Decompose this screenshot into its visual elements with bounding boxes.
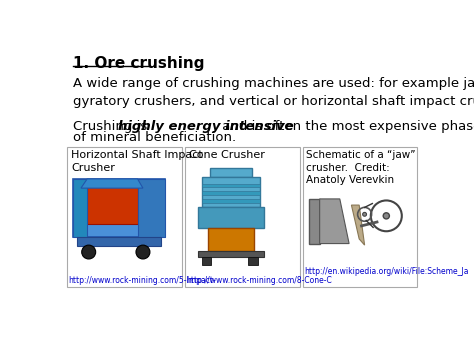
Circle shape [383, 213, 390, 219]
Bar [202, 191, 260, 195]
Circle shape [136, 245, 150, 259]
Circle shape [82, 245, 96, 259]
Bar [87, 185, 137, 224]
Circle shape [363, 212, 366, 216]
Bar [202, 199, 260, 203]
Text: http://www.rock-mining.com/8-Cone-C: http://www.rock-mining.com/8-Cone-C [186, 276, 332, 285]
Text: Cone Crusher: Cone Crusher [189, 151, 264, 160]
Polygon shape [81, 179, 143, 188]
Bar [77, 237, 161, 246]
Text: of mineral beneficiation.: of mineral beneficiation. [73, 131, 237, 144]
Bar [198, 207, 264, 228]
Text: Crushing is: Crushing is [73, 120, 152, 133]
Bar [137, 179, 164, 237]
Bar [202, 178, 260, 207]
Polygon shape [351, 205, 365, 245]
Bar [210, 168, 252, 178]
Bar [208, 228, 254, 251]
Bar [302, 147, 417, 287]
Text: Horizontal Shaft Impact
Crusher: Horizontal Shaft Impact Crusher [71, 151, 202, 173]
Bar [67, 147, 182, 287]
Text: highly energy intensive: highly energy intensive [118, 120, 294, 133]
Bar [73, 179, 87, 237]
Text: A wide range of crushing machines are used: for example jaw crushers,
gyratory c: A wide range of crushing machines are us… [73, 77, 474, 108]
Bar [185, 147, 300, 287]
Bar [198, 251, 264, 257]
Bar [202, 184, 260, 187]
Text: http://www.rock-mining.com/5-Impact-: http://www.rock-mining.com/5-Impact- [69, 276, 216, 285]
Text: and is often the most expensive phase: and is often the most expensive phase [218, 120, 474, 133]
Text: Schematic of a “jaw”
crusher.  Credit:
Anatoly Verevkin: Schematic of a “jaw” crusher. Credit: An… [307, 151, 416, 185]
Bar [73, 179, 164, 237]
Text: http://en.wikipedia.org/wiki/File:Scheme_Ja: http://en.wikipedia.org/wiki/File:Scheme… [304, 267, 469, 276]
Bar [309, 199, 319, 244]
Bar [248, 257, 258, 265]
Bar [202, 257, 211, 265]
Polygon shape [319, 199, 349, 244]
Text: 1. Ore crushing: 1. Ore crushing [73, 56, 205, 71]
